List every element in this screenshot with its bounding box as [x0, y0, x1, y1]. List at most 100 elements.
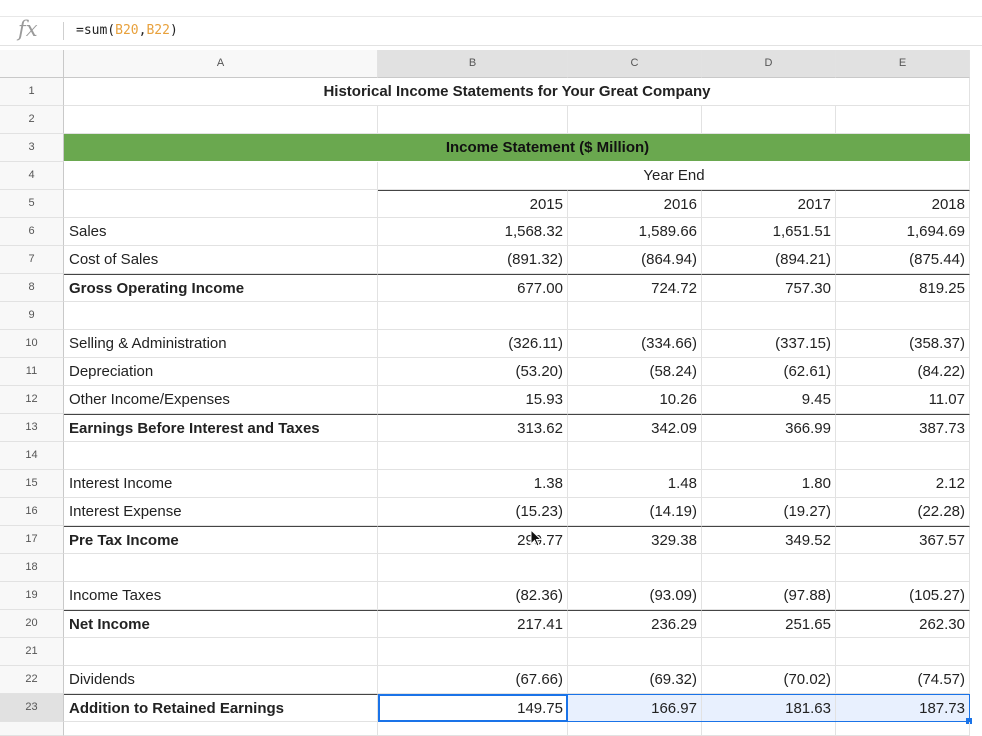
cell[interactable] [702, 106, 836, 134]
row-header[interactable]: 12 [0, 386, 64, 414]
value-cell[interactable]: (358.37) [836, 330, 970, 358]
value-cell[interactable]: 11.07 [836, 386, 970, 414]
value-cell[interactable]: (15.23) [378, 498, 568, 526]
value-cell[interactable]: (53.20) [378, 358, 568, 386]
row-header[interactable]: 17 [0, 526, 64, 554]
cell[interactable] [64, 554, 378, 582]
select-all-corner[interactable] [0, 50, 64, 78]
cell[interactable] [378, 106, 568, 134]
value-cell[interactable]: 1,694.69 [836, 218, 970, 246]
cell[interactable] [836, 162, 970, 190]
value-cell[interactable]: (14.19) [568, 498, 702, 526]
selected-cell[interactable]: 187.73 [836, 694, 970, 722]
value-cell[interactable]: 15.93 [378, 386, 568, 414]
row-header[interactable]: 8 [0, 274, 64, 302]
value-cell[interactable]: (105.27) [836, 582, 970, 610]
section-header-band[interactable]: Income Statement ($ Million) [64, 134, 970, 161]
value-cell[interactable]: (58.24) [568, 358, 702, 386]
cell[interactable] [836, 638, 970, 666]
value-cell[interactable]: (93.09) [568, 582, 702, 610]
cell[interactable] [64, 190, 378, 218]
value-cell[interactable]: 1,589.66 [568, 218, 702, 246]
value-cell[interactable]: (70.02) [702, 666, 836, 694]
row-header[interactable]: 19 [0, 582, 64, 610]
value-cell[interactable]: 1.80 [702, 470, 836, 498]
value-cell[interactable]: 10.26 [568, 386, 702, 414]
row-header[interactable]: 20 [0, 610, 64, 638]
row-label[interactable]: Interest Income [64, 470, 378, 498]
value-cell[interactable]: (875.44) [836, 246, 970, 274]
value-cell[interactable]: (62.61) [702, 358, 836, 386]
cell[interactable] [64, 162, 378, 190]
value-cell[interactable]: (74.57) [836, 666, 970, 694]
value-cell[interactable]: (894.21) [702, 246, 836, 274]
year-cell[interactable]: 2016 [568, 190, 702, 218]
value-cell[interactable]: (67.66) [378, 666, 568, 694]
cell[interactable] [568, 442, 702, 470]
value-cell[interactable]: 251.65 [702, 610, 836, 638]
active-cell[interactable]: 149.75 [378, 694, 568, 722]
value-cell[interactable]: 677.00 [378, 274, 568, 302]
row-header[interactable]: 13 [0, 414, 64, 442]
value-cell[interactable]: (82.36) [378, 582, 568, 610]
cell[interactable] [836, 106, 970, 134]
row-label[interactable]: Net Income [64, 610, 378, 638]
value-cell[interactable]: 313.62 [378, 414, 568, 442]
value-cell[interactable]: (19.27) [702, 498, 836, 526]
row-header[interactable]: 18 [0, 554, 64, 582]
cell[interactable] [568, 638, 702, 666]
cell[interactable] [64, 302, 378, 330]
row-label[interactable]: Cost of Sales [64, 246, 378, 274]
cell[interactable] [836, 78, 970, 106]
value-cell[interactable]: 387.73 [836, 414, 970, 442]
value-cell[interactable]: (864.94) [568, 246, 702, 274]
cell[interactable] [378, 78, 568, 106]
value-cell[interactable]: (69.32) [568, 666, 702, 694]
value-cell[interactable]: 2.12 [836, 470, 970, 498]
year-cell[interactable]: 2017 [702, 190, 836, 218]
cell[interactable] [836, 554, 970, 582]
row-header[interactable] [0, 722, 64, 736]
cell[interactable] [702, 442, 836, 470]
value-cell[interactable]: 262.30 [836, 610, 970, 638]
selected-cell[interactable]: 181.63 [702, 694, 836, 722]
value-cell[interactable]: (891.32) [378, 246, 568, 274]
cell[interactable] [702, 638, 836, 666]
value-cell[interactable]: 819.25 [836, 274, 970, 302]
value-cell[interactable]: (22.28) [836, 498, 970, 526]
cell[interactable] [568, 78, 702, 106]
value-cell[interactable]: (84.22) [836, 358, 970, 386]
row-header[interactable]: 23 [0, 694, 64, 722]
cell[interactable] [836, 302, 970, 330]
row-header[interactable]: 6 [0, 218, 64, 246]
value-cell[interactable]: (326.11) [378, 330, 568, 358]
value-cell[interactable]: 349.52 [702, 526, 836, 554]
cell[interactable] [568, 722, 702, 736]
value-cell[interactable]: 724.72 [568, 274, 702, 302]
row-header[interactable]: 7 [0, 246, 64, 274]
cell[interactable] [836, 442, 970, 470]
row-label[interactable]: Gross Operating Income [64, 274, 378, 302]
row-header[interactable]: 21 [0, 638, 64, 666]
value-cell[interactable]: 236.29 [568, 610, 702, 638]
row-header[interactable]: 9 [0, 302, 64, 330]
cell[interactable] [702, 722, 836, 736]
value-cell[interactable]: (337.15) [702, 330, 836, 358]
row-label[interactable]: Income Taxes [64, 582, 378, 610]
column-header-c[interactable]: C [568, 50, 702, 78]
value-cell[interactable]: (334.66) [568, 330, 702, 358]
value-cell[interactable]: 1.48 [568, 470, 702, 498]
column-header-b[interactable]: B [378, 50, 568, 78]
value-cell[interactable]: 1.38 [378, 470, 568, 498]
row-header[interactable]: 14 [0, 442, 64, 470]
value-cell[interactable]: 1,651.51 [702, 218, 836, 246]
value-cell[interactable]: 757.30 [702, 274, 836, 302]
year-cell[interactable]: 2015 [378, 190, 568, 218]
cell[interactable] [568, 302, 702, 330]
cell[interactable] [568, 162, 702, 190]
row-header[interactable]: 1 [0, 78, 64, 106]
year-cell[interactable]: 2018 [836, 190, 970, 218]
row-label[interactable]: Interest Expense [64, 498, 378, 526]
cell[interactable] [378, 442, 568, 470]
row-header[interactable]: 11 [0, 358, 64, 386]
